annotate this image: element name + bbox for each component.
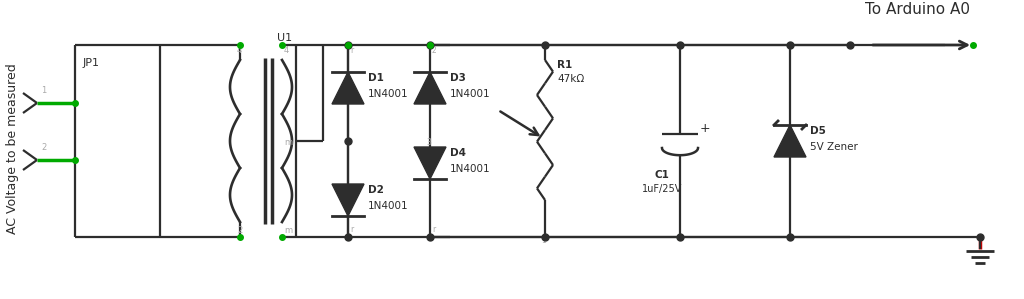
Text: 1uF/25V: 1uF/25V (642, 184, 682, 194)
Text: D1: D1 (368, 73, 384, 83)
Text: 1: 1 (541, 236, 546, 245)
Text: 2: 2 (237, 226, 243, 235)
Text: +: + (700, 121, 711, 135)
Text: JP1: JP1 (83, 58, 100, 68)
Text: C1: C1 (654, 170, 670, 180)
Text: D4: D4 (450, 148, 466, 158)
Text: m: m (284, 226, 292, 235)
Text: r: r (432, 225, 435, 234)
Polygon shape (414, 72, 446, 104)
Polygon shape (774, 125, 806, 157)
Text: 1N4001: 1N4001 (368, 201, 409, 211)
Text: r: r (350, 46, 353, 55)
Text: D5: D5 (810, 126, 826, 136)
Text: R1: R1 (557, 60, 572, 70)
Text: D3: D3 (450, 73, 466, 83)
Text: 1N4001: 1N4001 (368, 89, 409, 99)
Text: r: r (350, 225, 353, 234)
Text: 2: 2 (41, 143, 46, 152)
Text: To Arduino A0: To Arduino A0 (865, 2, 970, 18)
Text: 4: 4 (237, 46, 243, 55)
Text: 4: 4 (284, 46, 289, 55)
Text: 5V Zener: 5V Zener (810, 142, 858, 152)
Polygon shape (414, 147, 446, 179)
Text: m: m (284, 138, 292, 147)
Text: 3: 3 (426, 138, 431, 147)
Text: 1: 1 (41, 86, 46, 95)
Text: U1: U1 (278, 33, 293, 43)
Text: 47kΩ: 47kΩ (557, 74, 585, 84)
Text: 1N4001: 1N4001 (450, 89, 490, 99)
Polygon shape (332, 184, 364, 216)
Text: D2: D2 (368, 185, 384, 195)
Text: 2: 2 (432, 46, 437, 55)
Text: 1N4001: 1N4001 (450, 164, 490, 174)
Polygon shape (332, 72, 364, 104)
Text: AC Voltage to be measured: AC Voltage to be measured (6, 64, 19, 234)
